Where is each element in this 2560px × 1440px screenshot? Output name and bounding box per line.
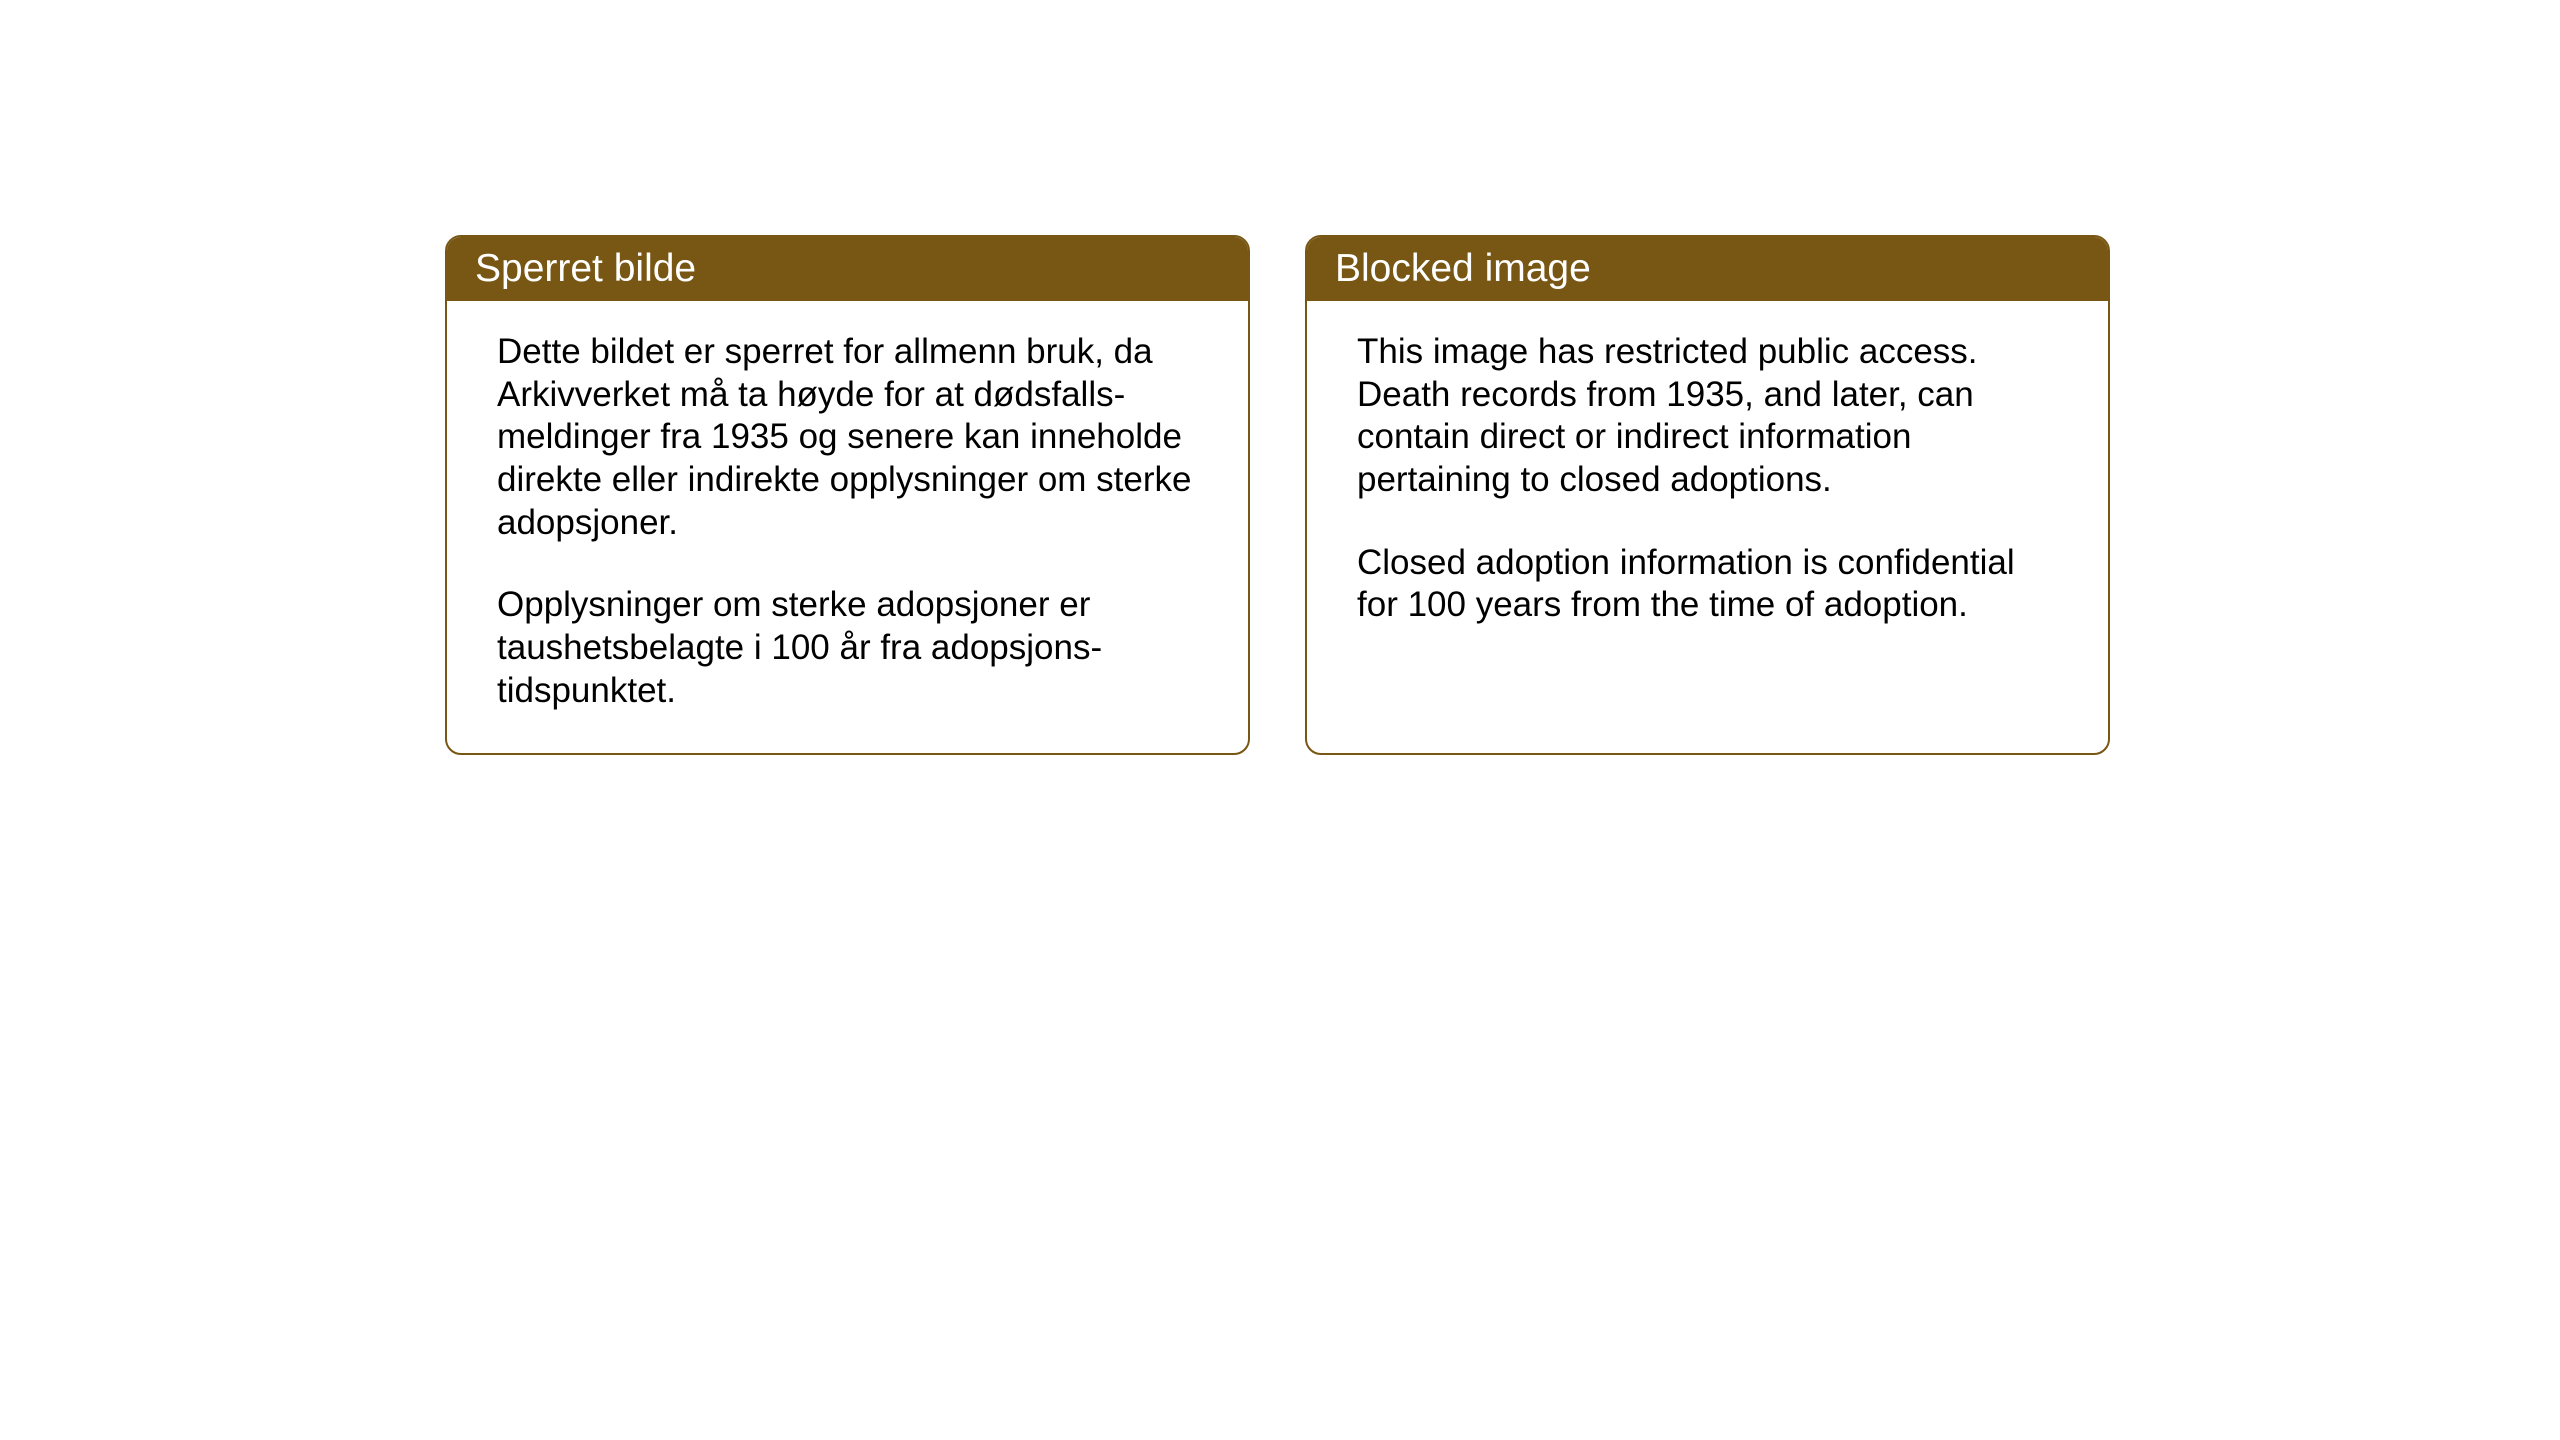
card-paragraph: This image has restricted public access.… [1357, 331, 2058, 502]
cards-container: Sperret bilde Dette bildet er sperret fo… [445, 235, 2110, 755]
info-card-english: Blocked image This image has restricted … [1305, 235, 2110, 755]
card-header-english: Blocked image [1307, 237, 2108, 301]
card-body-english: This image has restricted public access.… [1307, 301, 2108, 741]
info-card-norwegian: Sperret bilde Dette bildet er sperret fo… [445, 235, 1250, 755]
card-paragraph: Opplysninger om sterke adopsjoner er tau… [497, 584, 1198, 712]
card-body-norwegian: Dette bildet er sperret for allmenn bruk… [447, 301, 1248, 753]
card-paragraph: Closed adoption information is confident… [1357, 542, 2058, 627]
card-header-norwegian: Sperret bilde [447, 237, 1248, 301]
card-paragraph: Dette bildet er sperret for allmenn bruk… [497, 331, 1198, 544]
